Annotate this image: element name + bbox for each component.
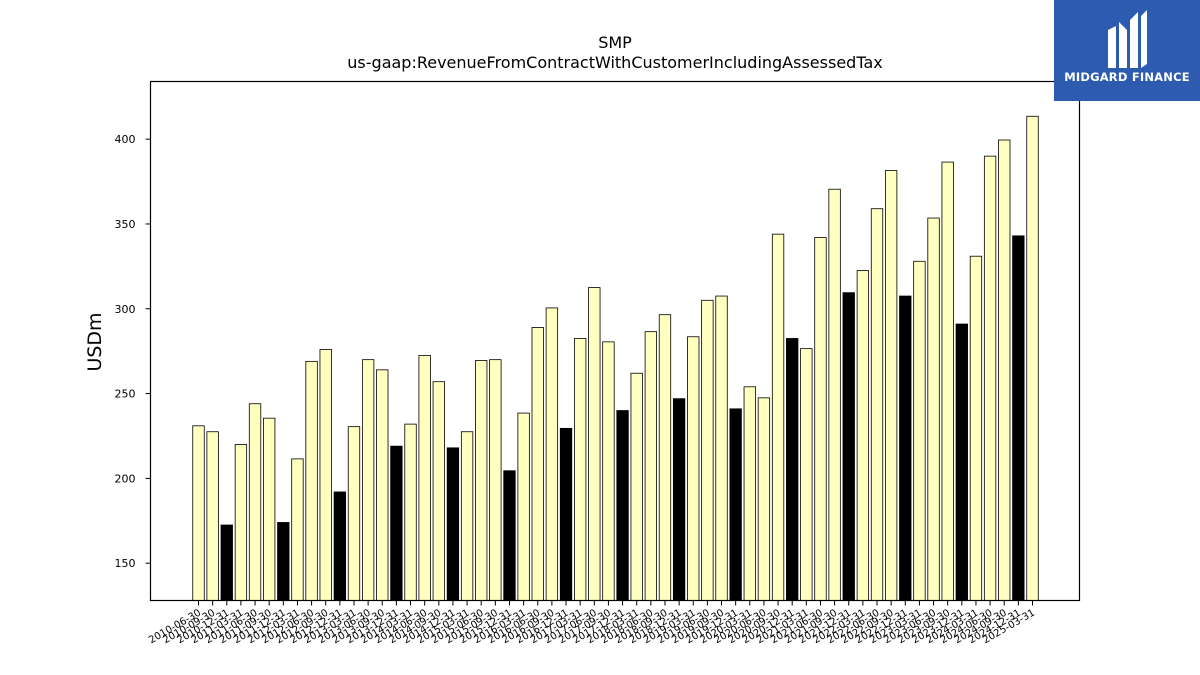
bar-2010-12-31	[220, 524, 233, 601]
bar-2020-06-30	[757, 397, 771, 601]
bar-2019-06-30	[701, 299, 714, 601]
y-tick-label: 250	[115, 388, 136, 401]
bar-2022-03-31	[856, 270, 870, 601]
bar-2016-03-31	[517, 412, 530, 601]
bar-2012-12-31	[333, 491, 347, 601]
chart-title: SMP	[598, 33, 632, 52]
bar-2018-03-31	[630, 372, 643, 601]
y-axis-label: USDm	[84, 312, 106, 371]
bar-2013-09-30	[376, 369, 389, 601]
bar-2010-06-30	[192, 425, 205, 601]
bar-2024-03-31	[969, 255, 983, 601]
bar-2023-06-30	[927, 217, 940, 601]
bar-2010-09-30	[206, 431, 219, 601]
bar-2016-09-30	[545, 307, 559, 601]
bar-2011-09-30	[263, 417, 276, 601]
bar-2021-03-31	[800, 348, 813, 601]
bar-2017-03-31	[574, 338, 587, 601]
midgard-finance-logo: MIDGARD FINANCE	[1054, 0, 1200, 101]
bar-2013-12-31	[390, 445, 403, 601]
bar-2014-12-31	[446, 447, 460, 601]
bar-2024-06-30	[983, 155, 997, 601]
y-tick-label: 150	[115, 557, 136, 570]
bar-2020-12-31	[786, 338, 799, 601]
midgard-m-logo-icon	[1108, 10, 1147, 68]
bar-2022-06-30	[870, 208, 884, 601]
bar-2016-06-30	[531, 327, 544, 601]
bar-2015-09-30	[489, 359, 502, 601]
logo-text: MIDGARD FINANCE	[1064, 70, 1190, 84]
bar-2013-03-31	[347, 426, 361, 601]
bar-2015-06-30	[475, 360, 488, 601]
bar-2020-09-30	[771, 233, 785, 601]
bar-2015-12-31	[503, 470, 516, 601]
bars-group	[192, 115, 1039, 601]
x-axis-ticks: 2010-06-302010-09-302010-12-312011-03-31…	[147, 600, 1037, 646]
bar-2023-09-30	[941, 161, 954, 601]
bar-2012-03-31	[291, 458, 304, 601]
bar-2014-06-30	[418, 355, 431, 601]
bar-2024-12-31	[1012, 235, 1025, 601]
bar-2021-06-30	[814, 237, 827, 601]
bar-2018-09-30	[658, 314, 672, 601]
bar-2022-09-30	[884, 170, 898, 601]
y-tick-label: 300	[115, 303, 136, 316]
bar-2019-09-30	[715, 295, 728, 601]
bar-2022-12-31	[899, 295, 912, 601]
bar-2011-06-30	[248, 403, 262, 601]
bar-2017-12-31	[616, 410, 629, 601]
bar-2011-03-31	[234, 444, 248, 601]
bar-2011-12-31	[277, 522, 290, 601]
bar-2025-03-31	[1026, 115, 1039, 601]
bar-2021-09-30	[828, 188, 841, 601]
chart-subtitle: us-gaap:RevenueFromContractWithCustomerI…	[347, 53, 882, 72]
bar-2018-06-30	[644, 331, 657, 601]
bar-2012-09-30	[319, 349, 332, 601]
bar-2024-09-30	[998, 139, 1011, 601]
bar-2023-03-31	[913, 260, 926, 601]
y-tick-label: 200	[115, 472, 136, 485]
bar-2013-06-30	[361, 359, 375, 601]
bar-2014-03-31	[404, 423, 417, 601]
bar-2014-09-30	[432, 381, 445, 601]
bar-2016-12-31	[559, 427, 573, 601]
bar-2012-06-30	[305, 360, 318, 601]
y-tick-label: 400	[115, 133, 136, 146]
bar-2017-06-30	[588, 287, 601, 601]
bar-2020-03-31	[743, 386, 756, 601]
plot-frame	[149, 80, 1081, 602]
y-axis-ticks: 150 200 250 300 350 400	[115, 133, 151, 570]
bar-2019-03-31	[687, 336, 700, 601]
bar-2021-12-31	[842, 292, 855, 601]
y-tick-label: 350	[115, 218, 136, 231]
bar-2018-12-31	[672, 398, 686, 601]
bar-2019-12-31	[729, 408, 742, 601]
bar-2015-03-31	[460, 431, 474, 601]
bar-2023-12-31	[955, 323, 968, 601]
bar-2017-09-30	[602, 341, 615, 601]
